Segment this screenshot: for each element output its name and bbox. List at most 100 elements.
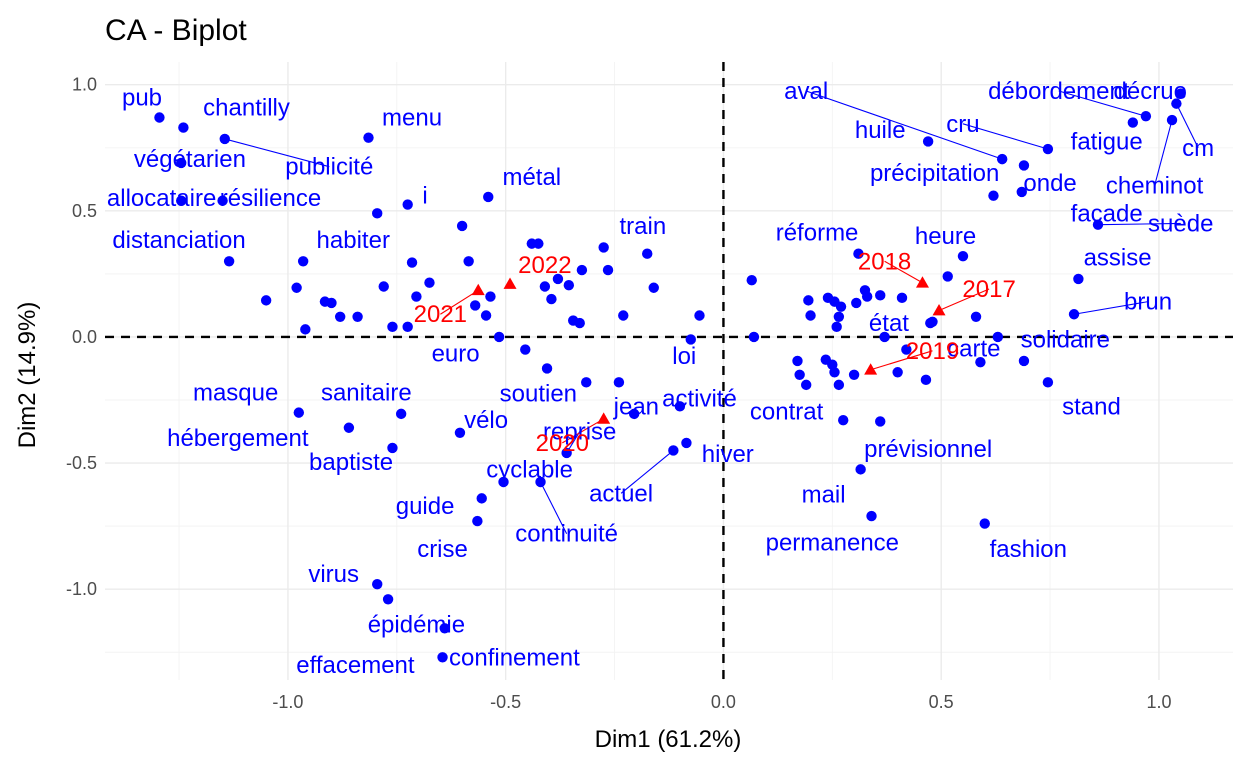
row-label: pub	[122, 84, 162, 111]
row-point	[372, 578, 383, 590]
row-point	[552, 273, 564, 285]
row-point	[922, 136, 934, 147]
y-tick-label: 0.5	[72, 201, 97, 221]
label-leader-line	[806, 90, 1003, 160]
row-label: hébergement	[167, 425, 309, 452]
y-axis-title: Dim2 (14.9%)	[14, 302, 41, 449]
row-point	[454, 427, 466, 438]
row-label: baptiste	[309, 449, 393, 476]
row-point	[920, 374, 932, 386]
row-point	[546, 293, 557, 305]
row-label: cheminot	[1106, 173, 1204, 200]
row-label: fashion	[990, 536, 1067, 563]
row-point	[469, 300, 481, 311]
row-point	[402, 199, 413, 210]
row-point	[1175, 88, 1186, 99]
axis-ticks: -1.0 -0.5 0.0 0.5 1.0 -1.0 -0.5 0.0 0.5 1.0	[66, 75, 1172, 712]
row-point	[1018, 160, 1030, 171]
row-point	[456, 220, 468, 232]
row-point	[1073, 273, 1084, 285]
row-point	[833, 379, 845, 391]
row-label: fatigue	[1071, 128, 1143, 155]
column-label: 2021	[414, 301, 467, 328]
row-label: cm	[1182, 135, 1214, 162]
x-tick-label: -0.5	[490, 692, 521, 712]
row-point	[483, 191, 494, 203]
row-label: jean	[613, 393, 659, 420]
row-point	[291, 282, 302, 293]
row-label: habiter	[317, 227, 390, 254]
row-point	[892, 367, 903, 378]
column-point	[932, 303, 946, 316]
column-label: 2017	[962, 276, 1015, 303]
row-label: actuel	[589, 480, 653, 507]
row-label: allocataire	[107, 185, 216, 212]
row-label: carte	[947, 335, 1000, 362]
row-label: stand	[1062, 393, 1121, 420]
label-leader-line	[962, 123, 1049, 150]
column-label: 2022	[518, 252, 571, 279]
row-point	[618, 310, 629, 321]
row-point	[748, 331, 760, 343]
row-point	[472, 515, 483, 527]
row-label: activité	[662, 386, 737, 413]
label-leader-line	[870, 350, 933, 371]
row-label: métal	[502, 164, 561, 191]
label-leader-line	[440, 289, 479, 315]
row-point	[293, 407, 305, 418]
row-label: aval	[784, 78, 828, 105]
row-label: soutien	[500, 381, 577, 408]
row-point	[485, 291, 496, 302]
row-point	[1042, 143, 1054, 155]
row-point	[879, 331, 890, 343]
column-label: 2018	[858, 248, 911, 275]
row-point	[988, 190, 999, 201]
row-point	[838, 414, 849, 426]
row-point	[576, 264, 588, 276]
row-point	[694, 310, 705, 321]
row-label: cru	[946, 111, 979, 138]
label-leader-line	[938, 288, 990, 311]
label-leader-line	[1097, 222, 1181, 226]
grid	[105, 62, 1233, 680]
row-point	[833, 311, 845, 322]
row-point	[437, 652, 448, 663]
label-leader-line	[540, 481, 568, 534]
row-label: assise	[1084, 244, 1152, 271]
row-label: chantilly	[203, 94, 290, 121]
row-point	[901, 344, 912, 355]
column-label: 2019	[906, 338, 959, 365]
column-point	[915, 276, 929, 288]
row-point	[642, 248, 653, 259]
row-label: effacement	[296, 652, 415, 679]
row-point	[979, 518, 990, 529]
row-point	[925, 317, 936, 329]
row-label: réforme	[776, 219, 859, 246]
row-point	[648, 282, 659, 293]
row-point	[326, 297, 337, 309]
row-point	[996, 153, 1008, 165]
row-point	[975, 356, 986, 368]
row-label: euro	[432, 340, 480, 367]
reference-lines	[105, 62, 1233, 680]
row-point	[861, 291, 873, 302]
label-leader-line	[884, 260, 923, 284]
row-label: brun	[1124, 289, 1172, 316]
row-point	[875, 290, 886, 301]
row-point	[520, 344, 531, 355]
row-label: contrat	[750, 398, 824, 425]
row-point	[343, 422, 355, 433]
row-point	[792, 355, 803, 367]
row-label: loi	[672, 343, 696, 370]
label-leader-line	[1175, 103, 1199, 149]
row-point	[613, 377, 625, 388]
row-point	[561, 447, 572, 459]
chart-title: CA - Biplot	[105, 14, 247, 47]
x-tick-label: 0.5	[929, 692, 954, 712]
row-point	[463, 256, 474, 267]
y-tick-label: -0.5	[66, 453, 97, 473]
row-label: i	[422, 183, 427, 210]
row-point	[382, 594, 394, 605]
row-point	[794, 369, 805, 380]
row-label: état	[869, 310, 909, 337]
